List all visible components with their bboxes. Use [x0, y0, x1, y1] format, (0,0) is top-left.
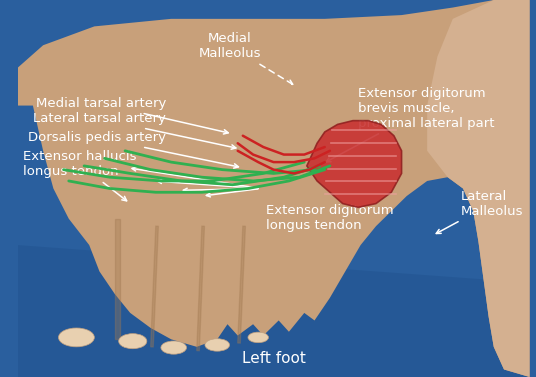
Text: Medial tarsal artery: Medial tarsal artery [36, 97, 228, 134]
Polygon shape [18, 0, 530, 377]
Ellipse shape [118, 334, 147, 349]
Text: Medial
Malleolus: Medial Malleolus [199, 32, 293, 84]
Polygon shape [151, 226, 158, 347]
Text: Lateral tarsal artery: Lateral tarsal artery [33, 112, 236, 149]
Polygon shape [237, 226, 245, 343]
Text: Extensor digitorum
longus tendon: Extensor digitorum longus tendon [266, 204, 393, 231]
Ellipse shape [161, 341, 187, 354]
Polygon shape [197, 226, 204, 351]
Polygon shape [115, 219, 120, 339]
Polygon shape [307, 121, 401, 207]
Text: Left foot: Left foot [242, 351, 306, 366]
Ellipse shape [205, 339, 229, 351]
Ellipse shape [58, 328, 94, 347]
Ellipse shape [248, 332, 269, 343]
Text: Extensor digitorum
brevis muscle,
proximal lateral part: Extensor digitorum brevis muscle, proxim… [326, 87, 495, 162]
Polygon shape [18, 245, 530, 377]
Text: Extensor hallucis
longus tendon: Extensor hallucis longus tendon [23, 150, 136, 201]
Text: Dorsalis pedis artery: Dorsalis pedis artery [28, 131, 239, 168]
Text: Lateral
Malleolus: Lateral Malleolus [436, 190, 523, 233]
Polygon shape [18, 0, 530, 377]
Polygon shape [427, 0, 530, 377]
